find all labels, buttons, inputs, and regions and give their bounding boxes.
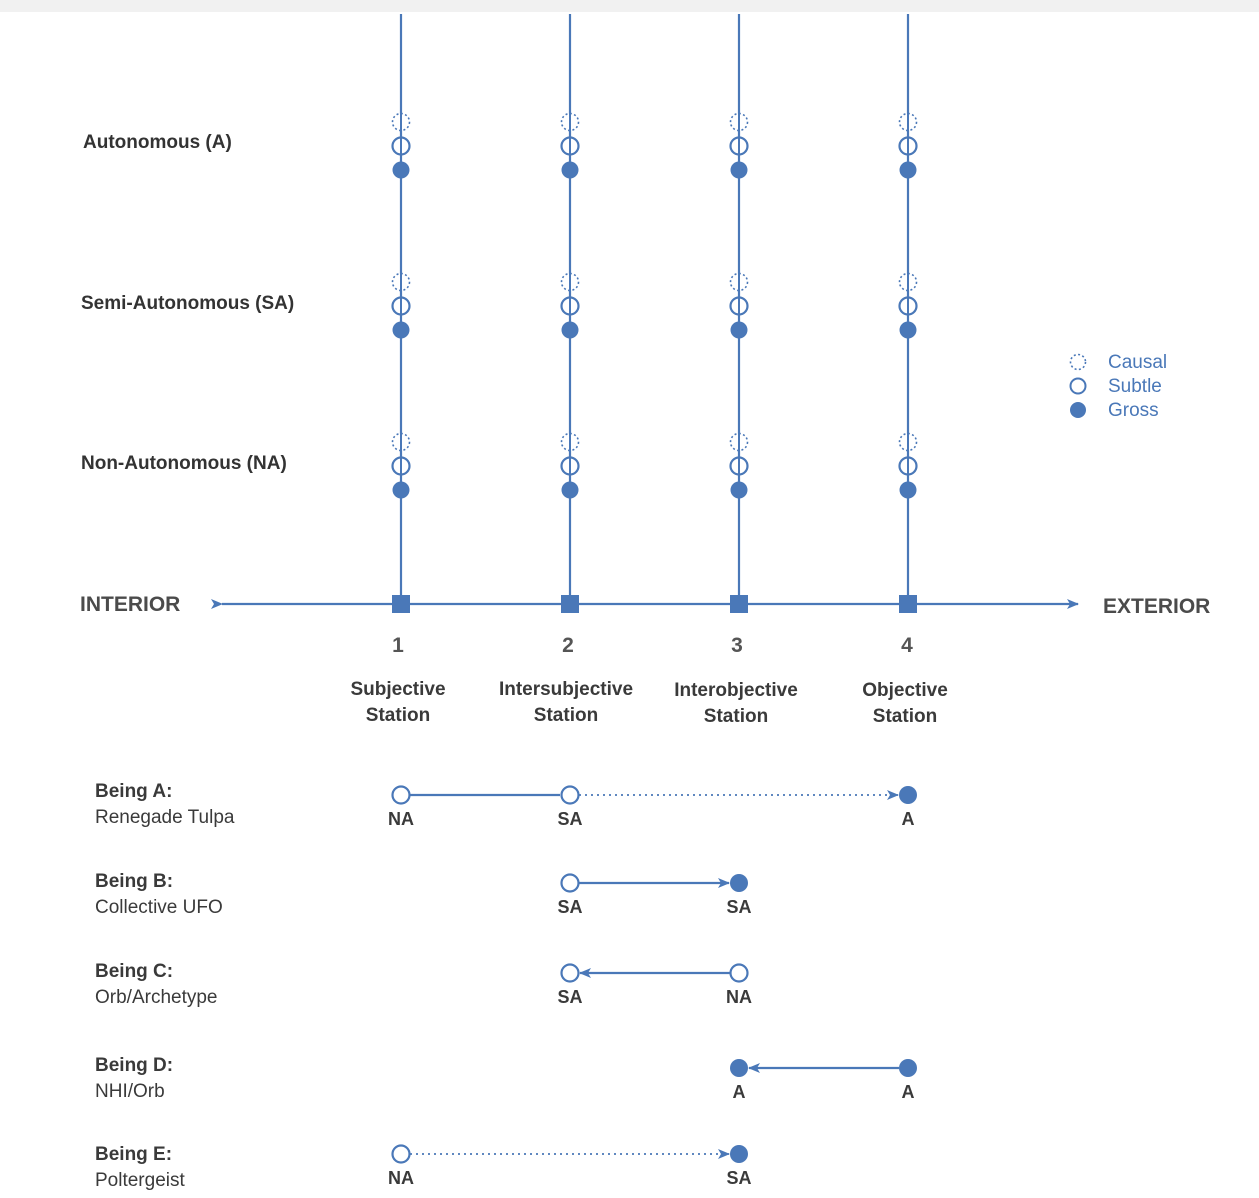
legend-subtle: Subtle [1108,376,1162,397]
gross-circle-icon [899,1059,917,1077]
station-4-number: 4 [901,634,913,657]
being-d-path: AA [730,1059,917,1102]
station-1-square [392,595,410,613]
station-2-line1: Intersubjective [499,679,633,700]
open-circle-icon [1069,377,1087,395]
being-e-path: NA SA [388,1144,752,1188]
interior-exterior-axis: INTERIOR EXTERIOR [80,593,1210,618]
row-label-autonomous: Autonomous (A) [83,132,232,153]
gross-circle-icon [730,1145,748,1163]
station-1-line1: Subjective [350,679,445,700]
being-a-point-label: A [902,809,915,829]
subtle-circle-icon [560,873,580,893]
being-c-title: Being C: [95,961,173,982]
level-markers [391,112,918,499]
being-c-name: Orb/Archetype [95,987,218,1008]
being-b-title: Being B: [95,871,173,892]
dotted-circle-icon [1069,353,1087,371]
station-squares [392,595,917,613]
being-d-point-label: A [733,1082,746,1102]
being-e-point-label: SA [726,1168,751,1188]
gross-circle-icon [899,786,917,804]
filled-circle-icon [1070,402,1086,418]
row-label-semi-autonomous: Semi-Autonomous (SA) [81,293,294,314]
beings-section: Being A: Renegade Tulpa Being B: Collect… [95,781,235,1191]
being-e-name: Poltergeist [95,1170,185,1191]
station-1-line2: Station [366,705,430,726]
station-4-line2: Station [873,706,937,727]
subtle-circle-icon [560,963,580,983]
being-b-name: Collective UFO [95,897,223,918]
axis-left-label: INTERIOR [80,593,180,616]
being-a-point-label: NA [388,809,414,829]
station-2-square [561,595,579,613]
station-2-line2: Station [534,705,598,726]
row-label-non-autonomous: Non-Autonomous (NA) [81,453,287,474]
subtle-circle-icon [729,963,749,983]
being-c-path: NA SA [557,963,752,1007]
station-labels: 1 2 3 4 Subjective Station Intersubjecti… [350,634,947,727]
legend: Causal Subtle Gross [1069,352,1167,421]
top-band [0,0,1259,12]
being-d-name: NHI/Orb [95,1081,165,1102]
station-3-square [730,595,748,613]
station-lines [399,14,910,604]
being-d-title: Being D: [95,1055,173,1076]
being-e-point-label: NA [388,1168,414,1188]
being-e-title: Being E: [95,1144,172,1165]
being-a-title: Being A: [95,781,172,802]
station-1-number: 1 [392,634,404,657]
subtle-circle-icon [391,785,411,805]
axis-right-label: EXTERIOR [1103,595,1210,618]
row-labels: Autonomous (A) Semi-Autonomous (SA) Non-… [81,132,294,474]
legend-gross: Gross [1108,400,1159,421]
being-c-point-label: SA [557,987,582,1007]
being-b-point-label: SA [557,897,582,917]
station-3-line2: Station [704,706,768,727]
being-a-path: NA SA A [388,785,917,829]
station-3-number: 3 [731,634,743,657]
legend-causal: Causal [1108,352,1167,373]
station-4-square [899,595,917,613]
gross-circle-icon [730,874,748,892]
being-a-name: Renegade Tulpa [95,807,235,828]
station-4-line1: Objective [862,680,948,701]
being-a-point-label: SA [557,809,582,829]
subtle-circle-icon [391,1144,411,1164]
being-b-point-label: SA [726,897,751,917]
being-c-point-label: NA [726,987,752,1007]
station-2-number: 2 [562,634,574,657]
gross-circle-icon [730,1059,748,1077]
subtle-circle-icon [560,785,580,805]
being-d-point-label: A [902,1082,915,1102]
station-3-line1: Interobjective [674,680,798,701]
being-b-path: SA SA [557,873,752,917]
